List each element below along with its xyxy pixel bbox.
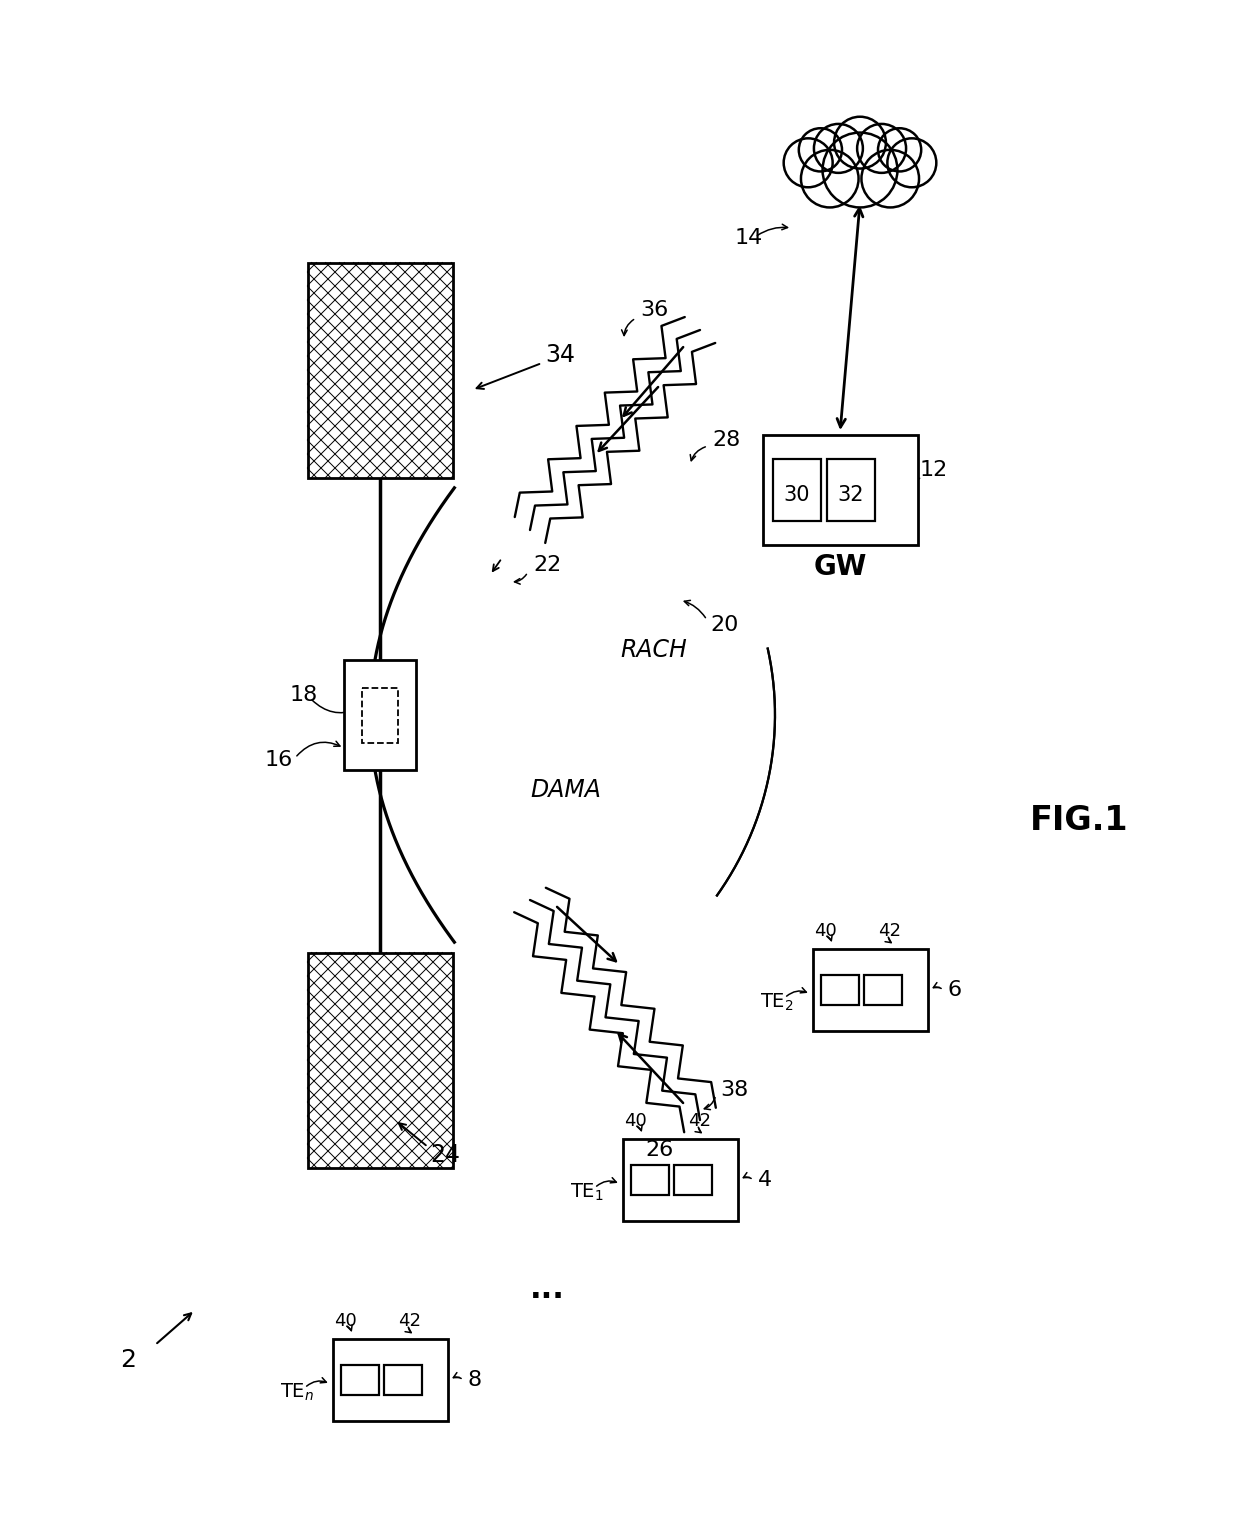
Bar <box>343 659 415 770</box>
Text: 16: 16 <box>265 750 293 770</box>
Text: 28: 28 <box>712 430 740 450</box>
Bar <box>622 1138 738 1221</box>
Bar <box>308 953 453 1167</box>
Bar <box>383 1365 422 1395</box>
Text: FIG.1: FIG.1 <box>1030 803 1128 837</box>
Text: 42: 42 <box>878 923 901 939</box>
Bar <box>812 949 928 1031</box>
Text: 36: 36 <box>640 300 668 320</box>
Text: TE$_n$: TE$_n$ <box>280 1382 315 1403</box>
Text: 24: 24 <box>430 1143 460 1167</box>
Bar <box>308 263 453 477</box>
Text: 40: 40 <box>815 923 837 939</box>
Bar <box>332 1339 448 1421</box>
Text: 6: 6 <box>947 981 962 1001</box>
Bar <box>821 975 858 1005</box>
Text: 34: 34 <box>546 343 575 367</box>
Circle shape <box>862 150 919 208</box>
Circle shape <box>888 138 936 187</box>
Circle shape <box>799 129 842 171</box>
Text: 40: 40 <box>625 1112 647 1131</box>
Text: 30: 30 <box>784 485 810 505</box>
Bar <box>863 975 901 1005</box>
Text: 26: 26 <box>645 1140 673 1160</box>
Text: 42: 42 <box>398 1313 422 1330</box>
Bar <box>773 459 821 522</box>
Text: 20: 20 <box>711 615 738 635</box>
Text: GW: GW <box>813 552 867 581</box>
Circle shape <box>801 150 858 208</box>
Bar <box>630 1164 668 1195</box>
Circle shape <box>822 133 898 208</box>
Text: 2: 2 <box>120 1348 136 1372</box>
Text: 22: 22 <box>533 555 562 575</box>
Text: TE$_1$: TE$_1$ <box>570 1181 604 1203</box>
Text: ...: ... <box>529 1276 565 1305</box>
Circle shape <box>835 116 885 168</box>
Bar <box>827 459 874 522</box>
Circle shape <box>857 124 906 173</box>
Text: 8: 8 <box>467 1369 481 1389</box>
Bar <box>341 1365 378 1395</box>
Text: 14: 14 <box>735 228 764 248</box>
Text: 32: 32 <box>837 485 864 505</box>
Circle shape <box>813 124 863 173</box>
Text: RACH: RACH <box>620 638 687 662</box>
Text: DAMA: DAMA <box>529 777 601 802</box>
Text: 42: 42 <box>688 1112 711 1131</box>
Circle shape <box>784 138 832 187</box>
Bar <box>362 687 398 742</box>
Text: TE$_2$: TE$_2$ <box>760 991 794 1013</box>
Bar <box>673 1164 712 1195</box>
Text: 4: 4 <box>758 1170 771 1190</box>
Bar <box>763 435 918 545</box>
Text: 18: 18 <box>290 685 319 705</box>
Text: 38: 38 <box>720 1080 748 1100</box>
Text: 12: 12 <box>920 461 949 480</box>
Text: 40: 40 <box>335 1313 357 1330</box>
Circle shape <box>878 129 921 171</box>
